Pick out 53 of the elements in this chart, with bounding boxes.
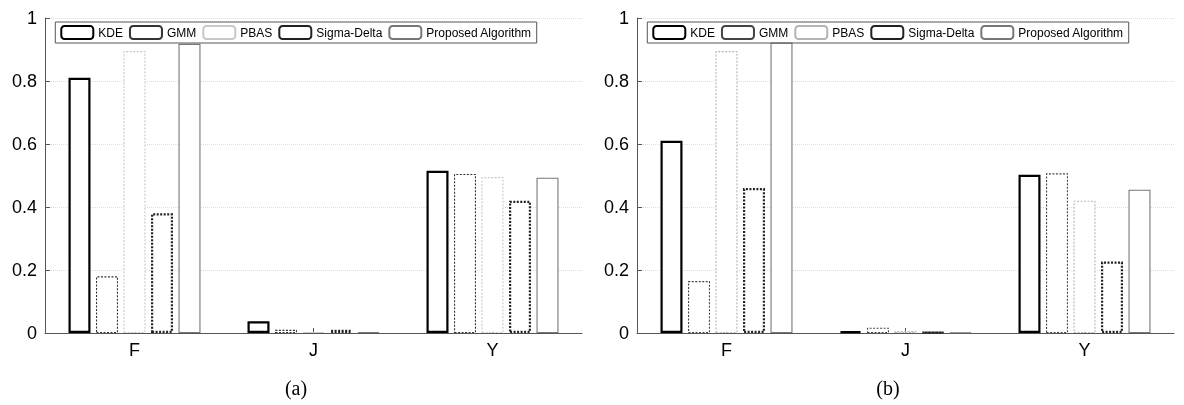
bar <box>68 77 91 333</box>
x-tick-label: F <box>721 340 732 360</box>
x-tick-label: J <box>309 340 318 360</box>
legend-label: Sigma-Delta <box>908 25 975 40</box>
y-tick-label: 1 <box>618 8 629 28</box>
bar <box>1046 173 1068 333</box>
bar <box>247 321 270 333</box>
y-tick-label: 0.2 <box>603 260 629 280</box>
y-tick-label: 0 <box>618 323 629 343</box>
bar <box>96 276 118 333</box>
x-tick-label: Y <box>486 340 499 360</box>
legend-label: Proposed Algorithm <box>426 25 532 40</box>
bar <box>688 281 710 333</box>
text: (a) <box>284 377 308 400</box>
bar <box>536 177 559 333</box>
x-tick-label: Y <box>1078 340 1091 360</box>
legend-label: GMM <box>758 25 789 40</box>
bar <box>123 51 146 333</box>
y-tick-label: 1 <box>26 8 37 28</box>
x-tick-label: F <box>129 340 140 360</box>
y-tick-label: 0.8 <box>603 71 629 91</box>
bar <box>743 188 765 333</box>
bar <box>509 200 531 333</box>
bar <box>715 51 738 333</box>
bar <box>1073 200 1096 333</box>
y-tick-label: 0.8 <box>11 71 37 91</box>
legend-label: KDE <box>98 25 123 40</box>
bar <box>1101 261 1123 333</box>
legend-label: PBAS <box>240 25 273 40</box>
legend-label: GMM <box>166 25 197 40</box>
y-tick-label: 0.6 <box>603 134 629 154</box>
bar <box>454 173 476 333</box>
text: (b) <box>876 377 900 400</box>
y-tick-label: 0 <box>26 323 37 343</box>
legend-label: Proposed Algorithm <box>1018 25 1124 40</box>
bar <box>660 140 683 333</box>
bar <box>770 42 793 333</box>
bar <box>1018 174 1041 333</box>
bar <box>275 329 297 333</box>
y-tick-label: 0.4 <box>603 197 629 217</box>
legend-label: KDE <box>690 25 715 40</box>
bar <box>426 170 449 333</box>
legend-label: PBAS <box>832 25 865 40</box>
bar <box>151 213 173 333</box>
bar <box>178 43 201 333</box>
bar <box>1128 189 1151 333</box>
y-tick-label: 0.4 <box>11 197 37 217</box>
y-tick-label: 0.6 <box>11 134 37 154</box>
legend-label: Sigma-Delta <box>316 25 383 40</box>
x-tick-label: J <box>901 340 910 360</box>
bar <box>867 327 889 333</box>
y-tick-label: 0.2 <box>11 260 37 280</box>
bar <box>481 177 504 333</box>
